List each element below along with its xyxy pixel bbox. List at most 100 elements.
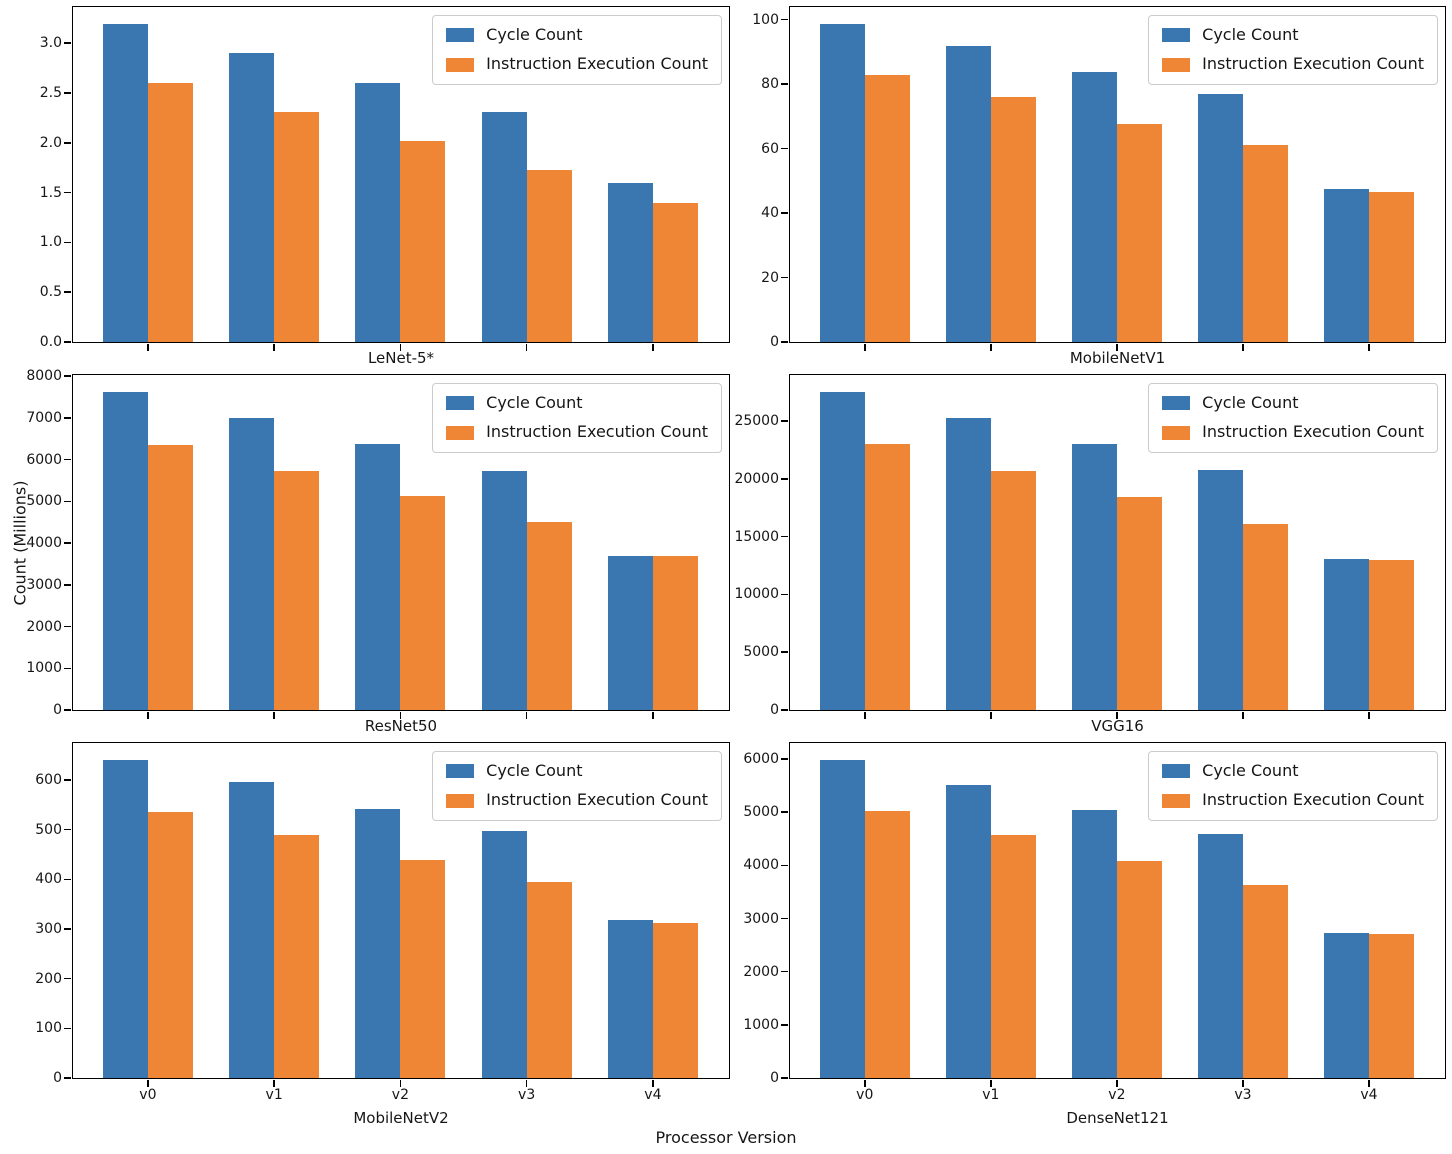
bar-instruction-v3: [526, 522, 572, 710]
bar-cycle-v1: [229, 53, 275, 342]
ytick-label: 60: [761, 140, 779, 157]
bar-cycle-v3: [481, 830, 527, 1078]
xtick-label: v3: [518, 1087, 536, 1103]
legend-item: Instruction Execution Count: [446, 54, 708, 73]
ytick-mark: [781, 651, 788, 653]
ytick-label: 100: [35, 1020, 62, 1037]
legend-label: Cycle Count: [486, 25, 583, 44]
xtick-label: v2: [391, 1087, 409, 1103]
legend-label: Cycle Count: [1202, 761, 1299, 780]
ytick-label: 40: [761, 205, 779, 221]
legend-item: Cycle Count: [446, 393, 708, 412]
ytick-mark: [64, 584, 71, 586]
ytick-mark: [781, 147, 788, 150]
bar-cycle-v0: [102, 392, 148, 710]
ytick-label: 0.5: [39, 284, 62, 301]
ytick-mark: [781, 276, 788, 279]
ytick-label: 4000: [743, 857, 779, 874]
xtick-mark: [1368, 712, 1370, 719]
ytick-mark: [64, 458, 71, 461]
xtick-mark: [990, 1080, 992, 1087]
bar-cycle-v1: [945, 785, 991, 1078]
legend-item: Instruction Execution Count: [1162, 790, 1424, 809]
ytick-mark: [64, 779, 71, 781]
ytick-mark: [781, 212, 788, 214]
ytick-label: 0.0: [39, 334, 62, 350]
legend-swatch-instruction: [446, 793, 475, 808]
ytick-label: 1000: [743, 1016, 779, 1033]
bar-cycle-v4: [1324, 932, 1369, 1078]
xtick-mark: [1242, 712, 1244, 719]
ytick-mark: [64, 542, 71, 544]
bar-instruction-v0: [864, 444, 910, 710]
bar-cycle-v4: [607, 182, 653, 342]
xtick-mark: [1242, 1080, 1244, 1087]
ytick-label: 2.0: [39, 134, 62, 151]
bar-instruction-v0: [864, 810, 910, 1078]
xtick-mark: [525, 1080, 528, 1087]
legend: Cycle Count Instruction Execution Count: [432, 15, 722, 85]
legend-swatch-cycle: [446, 764, 475, 779]
bar-cycle-v1: [229, 417, 275, 710]
bar-instruction-v3: [1242, 144, 1288, 342]
subplot-vgg16: 0 5000 10000 15000 20000 25000 VGG16 Cycle Coun…: [734, 374, 1446, 735]
ytick-label: 6000: [743, 751, 779, 768]
legend-item: Instruction Execution Count: [1162, 422, 1424, 442]
bar-instruction-v4: [652, 923, 698, 1078]
xtick-mark: [990, 712, 992, 719]
legend-label: Instruction Execution Count: [1202, 422, 1424, 442]
bar-instruction-v3: [1242, 523, 1288, 710]
ytick-mark: [781, 970, 788, 973]
ytick-label: 15000: [734, 528, 779, 545]
ytick-mark: [781, 593, 788, 596]
bar-instruction-v2: [1116, 861, 1162, 1078]
ytick-mark: [64, 977, 71, 980]
legend: Cycle Count Instruction Execution Count: [1148, 383, 1438, 453]
subplot-lenet-5: 0.0 0.5 1.0 1.5 2.0 2.5 3.0 LeNet-5* Cycle Count…: [40, 6, 730, 367]
axis-xlabel: LeNet-5*: [367, 349, 435, 367]
legend-label: Instruction Execution Count: [486, 422, 708, 442]
legend-swatch-instruction: [1162, 425, 1191, 440]
bar-instruction-v1: [990, 96, 1036, 342]
ytick-label: 1.0: [39, 234, 62, 251]
legend-swatch-cycle: [1162, 396, 1191, 411]
axis-xlabel: VGG16: [1091, 717, 1144, 735]
bar-instruction-v4: [1369, 192, 1414, 342]
bar-cycle-v0: [102, 760, 148, 1078]
ytick-label: 3000: [743, 910, 779, 927]
xtick-mark: [990, 344, 992, 351]
bar-instruction-v0: [147, 444, 193, 710]
ytick-mark: [64, 1077, 71, 1079]
xtick-label: v2: [1108, 1087, 1126, 1103]
axis-xlabel: ResNet50: [364, 717, 438, 735]
legend-swatch-instruction: [446, 425, 475, 440]
legend-item: Instruction Execution Count: [446, 790, 708, 809]
xtick-label: v1: [265, 1087, 283, 1103]
legend-item: Cycle Count: [1162, 393, 1424, 412]
legend: Cycle Count Instruction Execution Count: [432, 383, 722, 453]
ytick-label: 600: [35, 771, 62, 788]
bar-cycle-v2: [355, 808, 401, 1078]
ytick-mark: [781, 864, 788, 867]
bar-cycle-v0: [819, 24, 865, 342]
xtick-mark: [1368, 344, 1370, 351]
xtick-label: v3: [1234, 1087, 1252, 1103]
ytick-label: 2000: [26, 618, 62, 635]
bar-cycle-v1: [945, 45, 991, 342]
ytick-label: 4000: [26, 535, 62, 552]
bar-cycle-v4: [607, 556, 653, 710]
legend-swatch-instruction: [1162, 793, 1191, 808]
ytick-label: 20000: [734, 470, 779, 487]
legend-swatch-cycle: [446, 28, 475, 43]
ytick-label: 5000: [743, 644, 779, 661]
ytick-mark: [781, 758, 788, 760]
ytick-mark: [64, 191, 71, 194]
ytick-label: 400: [35, 871, 62, 888]
legend-item: Cycle Count: [446, 25, 708, 44]
legend-label: Cycle Count: [486, 761, 583, 780]
bar-instruction-v3: [526, 169, 572, 342]
bar-instruction-v0: [147, 811, 193, 1078]
ytick-label: 20: [761, 269, 779, 286]
legend-swatch-instruction: [446, 57, 475, 72]
ytick-label: 7000: [26, 409, 62, 426]
